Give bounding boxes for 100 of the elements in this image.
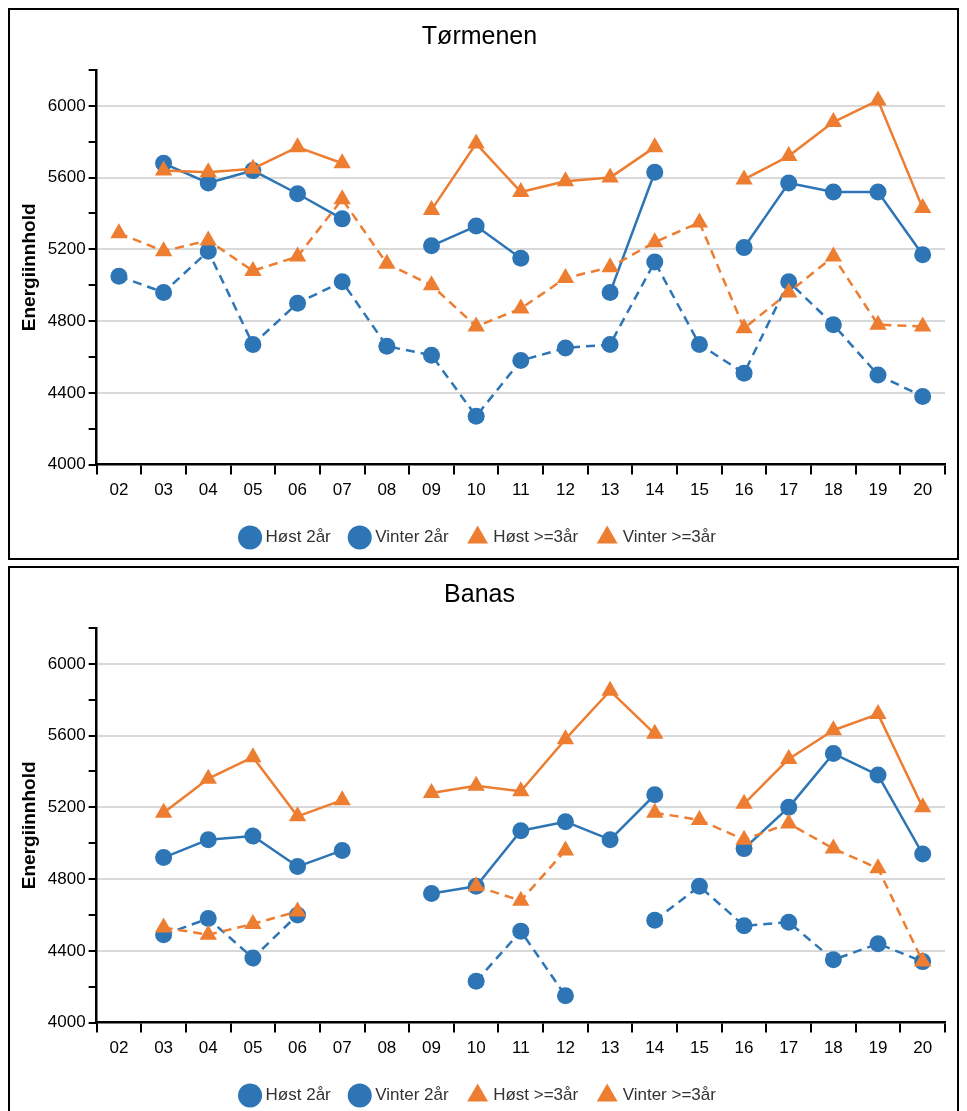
x-tick-label: 17 — [779, 1038, 799, 1058]
point — [646, 163, 664, 181]
point — [244, 260, 262, 276]
y-axis-title: Energiinnhold — [17, 203, 39, 332]
point — [735, 917, 753, 935]
point — [289, 858, 307, 876]
point — [422, 275, 441, 291]
point — [780, 813, 798, 829]
y-axis-title: Energiinnhold — [17, 761, 39, 890]
x-tick-label: 09 — [422, 480, 441, 500]
legend-label: Høst >=3år — [493, 1085, 579, 1105]
x-tick-label: 20 — [913, 1038, 933, 1058]
chart-title: Banas — [444, 578, 515, 607]
point — [824, 183, 842, 201]
x-tick-label: 06 — [288, 480, 308, 500]
point — [333, 273, 351, 291]
point — [646, 253, 664, 271]
point — [646, 911, 664, 929]
point — [601, 257, 619, 273]
point — [378, 337, 396, 355]
point — [735, 364, 753, 382]
point — [690, 212, 709, 228]
x-tick-label: 06 — [288, 1038, 308, 1058]
point — [556, 268, 575, 284]
point — [512, 922, 530, 940]
point — [869, 314, 887, 330]
point — [601, 167, 619, 183]
legend-label: Vinter 2år — [375, 1085, 449, 1105]
point — [467, 217, 485, 235]
point — [244, 949, 262, 967]
point — [824, 112, 843, 128]
x-tick-label: 11 — [511, 480, 530, 500]
point — [110, 223, 128, 239]
point — [869, 858, 887, 874]
point — [512, 298, 530, 314]
point — [601, 680, 619, 696]
point — [824, 720, 843, 736]
point — [244, 827, 262, 845]
point — [690, 809, 709, 825]
point — [601, 831, 619, 849]
x-tick-label: 19 — [868, 1038, 888, 1058]
x-tick-label: 05 — [243, 480, 263, 500]
point — [199, 910, 217, 928]
point — [735, 239, 753, 257]
point — [422, 783, 441, 799]
point — [512, 181, 530, 197]
x-tick-label: 08 — [377, 480, 397, 500]
point — [378, 253, 396, 269]
point — [914, 797, 932, 813]
x-tick-label: 15 — [689, 1038, 709, 1058]
x-tick-label: 03 — [154, 480, 174, 500]
x-tick-label: 16 — [734, 480, 754, 500]
x-tick-label: 04 — [198, 480, 218, 500]
point — [780, 748, 798, 764]
x-tick-label: 19 — [868, 480, 888, 500]
point — [333, 210, 351, 228]
x-tick-label: 14 — [645, 1038, 665, 1058]
point — [512, 352, 530, 370]
point — [914, 316, 932, 332]
point — [155, 283, 173, 301]
x-tick-label: 18 — [823, 1038, 843, 1058]
point — [780, 798, 798, 816]
point — [914, 387, 932, 405]
x-tick-label: 12 — [556, 480, 575, 500]
legend-label: Vinter >=3år — [622, 1085, 717, 1105]
x-tick-label: 15 — [689, 480, 709, 500]
point — [780, 282, 798, 298]
point — [556, 840, 575, 856]
point — [199, 768, 217, 784]
x-tick-label: 08 — [377, 1038, 397, 1058]
point — [467, 972, 485, 990]
x-tick-label: 04 — [198, 1038, 218, 1058]
x-tick-label: 11 — [511, 1038, 530, 1058]
point — [646, 786, 664, 804]
point — [914, 246, 932, 264]
y-tick-label: 4000 — [47, 1012, 86, 1032]
point — [423, 884, 441, 902]
point — [869, 90, 887, 106]
point — [333, 841, 351, 859]
point — [869, 704, 887, 720]
x-tick-label: 07 — [332, 480, 352, 500]
legend-label: Høst >=3år — [493, 527, 579, 547]
point — [423, 346, 441, 364]
point — [110, 267, 128, 285]
point — [914, 198, 932, 214]
y-tick-label: 5600 — [47, 725, 86, 745]
point — [735, 793, 753, 809]
point — [333, 189, 351, 205]
point — [467, 316, 485, 332]
point — [735, 829, 753, 845]
point — [780, 913, 798, 931]
point — [556, 813, 574, 831]
point — [869, 766, 887, 784]
point — [556, 729, 575, 745]
point — [467, 775, 485, 791]
point — [199, 230, 217, 246]
point — [512, 781, 530, 797]
x-tick-label: 02 — [109, 1038, 129, 1058]
point — [869, 366, 887, 384]
point — [869, 935, 887, 953]
